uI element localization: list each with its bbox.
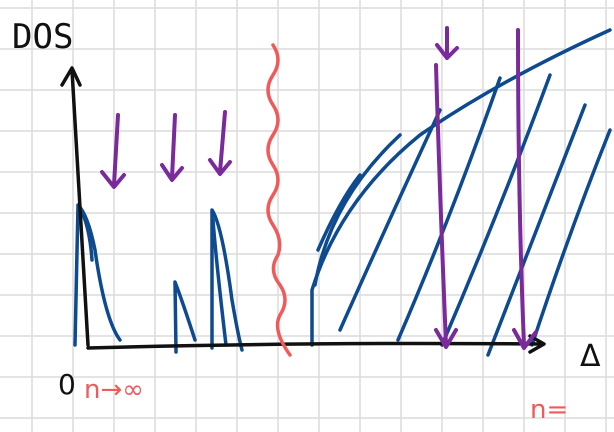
sketch: DOS 0 n→∞ n= Δ <box>0 0 614 432</box>
divider <box>268 45 290 355</box>
x-axis-label: Δ <box>580 339 601 374</box>
origin-label: 0 <box>58 368 76 401</box>
limit-label: n→∞ <box>84 375 144 405</box>
axes <box>62 68 544 352</box>
y-axis-label: DOS <box>12 17 73 57</box>
n-label: n= <box>530 395 568 425</box>
